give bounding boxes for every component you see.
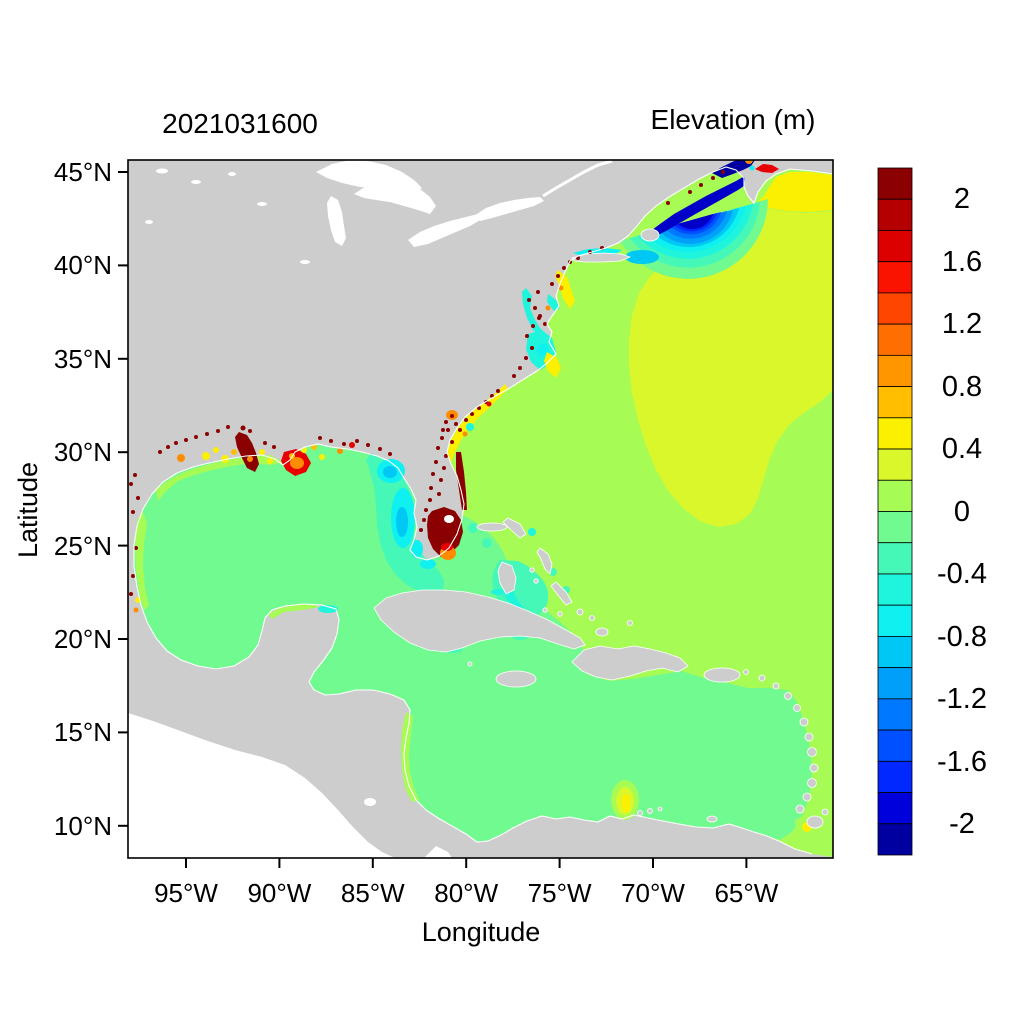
trinidad xyxy=(806,815,824,829)
x-tick-label: 95°W xyxy=(154,878,218,908)
colorbar-tick-label: 1.6 xyxy=(942,246,982,278)
x-tick-label: 85°W xyxy=(341,878,405,908)
lake-ontario xyxy=(474,197,544,221)
gulf-of-maine-depression xyxy=(620,171,768,279)
puerto-rico xyxy=(703,667,741,683)
colorbar-title: Elevation (m) xyxy=(651,104,816,135)
y-tick-label: 45°N xyxy=(54,157,112,187)
x-tick-label: 65°W xyxy=(714,878,778,908)
louisiana-coast-extremes xyxy=(129,425,392,613)
plot-border xyxy=(127,159,834,859)
scotian-shelf-high xyxy=(755,172,833,212)
y-tick-label: 40°N xyxy=(54,250,112,280)
y-tick-label: 35°N xyxy=(54,344,112,374)
pacific-outside-domain xyxy=(128,713,395,858)
x-tick-label: 75°W xyxy=(528,878,592,908)
cuba xyxy=(373,589,586,653)
run-timestamp-title: 2021031600 xyxy=(162,108,318,139)
x-axis: 95°W 90°W 85°W 80°W 75°W 70°W 65°W Longi… xyxy=(154,858,779,947)
lakes-and-outside-domain xyxy=(128,160,613,858)
map-plot-area xyxy=(128,160,833,858)
y-tick-label: 25°N xyxy=(54,531,112,561)
colorbar-tick-label: -0.4 xyxy=(937,558,987,590)
y-tick-label: 15°N xyxy=(54,717,112,747)
y-tick-label: 30°N xyxy=(54,437,112,467)
hispaniola xyxy=(571,645,689,681)
st-lawrence-river xyxy=(542,160,613,198)
jamaica xyxy=(495,670,537,688)
south-american-coast-patches xyxy=(611,780,822,840)
lake-huron xyxy=(354,180,436,214)
south-florida-extremes xyxy=(419,428,467,560)
colorbar-tick-label: 0.4 xyxy=(942,433,982,465)
y-tick-label: 20°N xyxy=(54,624,112,654)
lake-okeechobee xyxy=(444,515,454,523)
northeast-land xyxy=(560,160,833,264)
colorbar-tick-label: 0 xyxy=(954,496,970,528)
colorbar-tick-label: 0.8 xyxy=(942,371,982,403)
lake-erie xyxy=(408,214,482,247)
colorbar-tick-label: -1.6 xyxy=(937,746,987,778)
x-tick-label: 90°W xyxy=(247,878,311,908)
x-axis-title: Longitude xyxy=(422,917,541,947)
colorbar-tick-label: -2 xyxy=(949,808,975,840)
atlantic-mid-patch xyxy=(629,206,833,527)
lake-nicaragua xyxy=(364,798,376,806)
y-tick-label: 10°N xyxy=(54,811,112,841)
colorbar-tick-label: -0.8 xyxy=(937,621,987,653)
colorbar-tick-label: -1.2 xyxy=(937,683,987,715)
colorbar-tick-label: 2 xyxy=(954,183,970,215)
x-tick-label: 70°W xyxy=(621,878,685,908)
coastline-fringe xyxy=(133,166,833,855)
x-tick-label: 80°W xyxy=(434,878,498,908)
lake-michigan xyxy=(327,196,346,246)
cape-cod xyxy=(640,228,660,242)
islands xyxy=(373,517,829,829)
colorbar: 2 1.6 1.2 0.8 0.4 0 -0.4 -0.8 -1.2 -1.6 … xyxy=(877,167,987,856)
y-axis: 45°N 40°N 35°N 30°N 25°N 20°N 15°N 10°N … xyxy=(13,157,128,841)
y-axis-title: Latitude xyxy=(13,462,43,558)
colorbar-tick-label: 1.2 xyxy=(942,308,982,340)
